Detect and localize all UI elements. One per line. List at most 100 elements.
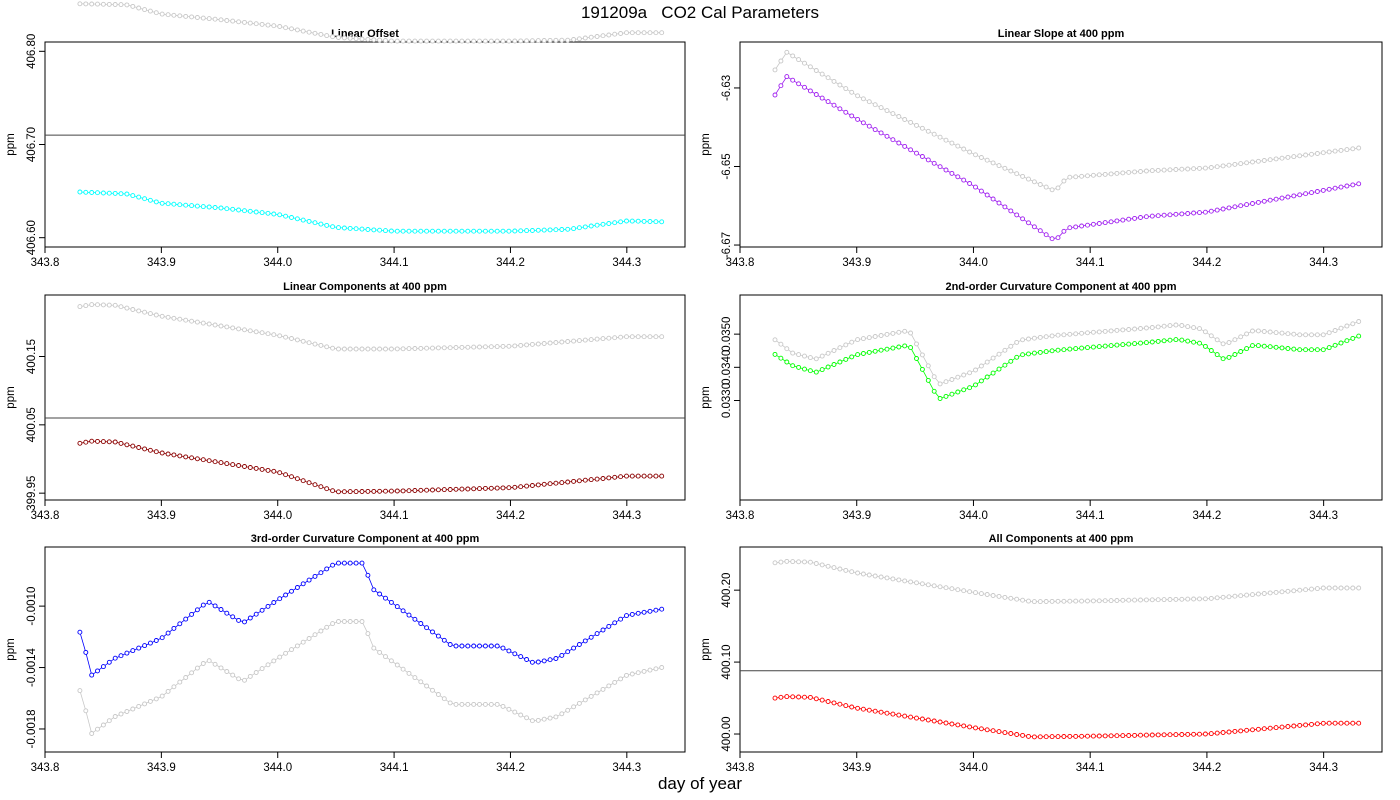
data-point <box>283 213 289 219</box>
data-point <box>253 21 259 27</box>
data-point <box>594 336 600 342</box>
x-tick-label: 344.0 <box>263 257 292 269</box>
data-point <box>559 227 565 232</box>
data-point <box>1202 329 1208 335</box>
data-point <box>353 489 359 495</box>
data-point <box>825 699 831 704</box>
data-point <box>300 217 306 223</box>
data-point <box>453 38 459 44</box>
data-point <box>1338 340 1344 346</box>
data-point <box>265 210 271 216</box>
data-point <box>925 582 931 588</box>
data-point <box>1132 341 1138 347</box>
data-point <box>247 615 253 621</box>
data-point <box>629 30 635 36</box>
data-point <box>949 391 955 397</box>
data-point <box>265 331 271 337</box>
data-point <box>1149 168 1155 174</box>
data-point <box>1079 330 1085 336</box>
data-point <box>1014 171 1020 177</box>
data-point <box>388 346 394 352</box>
data-point <box>1008 595 1014 601</box>
panel-title: Linear Offset <box>331 28 399 40</box>
data-point <box>943 393 949 399</box>
data-point <box>283 25 289 31</box>
y-axis-label: ppm <box>5 133 17 155</box>
data-point <box>171 315 177 321</box>
data-point <box>194 456 200 462</box>
data-point <box>136 5 142 11</box>
y-tick-label: -0.0014 <box>26 647 38 687</box>
data-point <box>1350 585 1356 591</box>
data-point <box>1220 163 1226 169</box>
data-point <box>453 643 459 649</box>
x-tick-label: 344.2 <box>496 257 525 269</box>
data-point <box>247 465 253 470</box>
data-point <box>242 464 247 469</box>
data-point <box>183 13 189 19</box>
y-axis-label: ppm <box>5 386 17 408</box>
data-point <box>1055 235 1061 241</box>
data-point <box>147 8 153 14</box>
data-point <box>984 157 990 163</box>
data-point <box>1090 329 1096 335</box>
data-point <box>347 560 353 566</box>
data-point <box>265 662 271 668</box>
x-tick-label: 344.2 <box>1193 762 1222 774</box>
data-point <box>902 117 908 122</box>
x-tick-label: 344.1 <box>1076 257 1105 269</box>
data-point <box>1138 340 1143 346</box>
data-point <box>1185 596 1191 602</box>
data-point <box>1191 210 1197 216</box>
data-point <box>524 657 530 662</box>
data-point <box>242 19 247 25</box>
data-point <box>1067 598 1073 604</box>
data-point <box>435 633 441 639</box>
data-point <box>571 226 577 232</box>
data-point <box>582 477 588 483</box>
data-point <box>130 706 136 712</box>
data-point <box>230 462 236 468</box>
data-point <box>547 37 553 43</box>
data-point <box>553 480 559 486</box>
data-point <box>641 334 647 340</box>
data-point <box>477 701 482 707</box>
data-point <box>978 363 984 369</box>
data-point <box>200 661 206 666</box>
data-point <box>441 696 447 702</box>
data-point <box>1031 350 1037 356</box>
data-point <box>277 596 283 602</box>
data-point <box>1114 733 1120 739</box>
data-point <box>1344 585 1350 591</box>
data-point <box>837 359 843 365</box>
data-point <box>147 311 153 317</box>
data-point <box>1067 225 1073 231</box>
data-point <box>83 649 89 655</box>
data-point <box>189 14 195 20</box>
data-point <box>482 701 488 707</box>
x-tick-label: 344.3 <box>1309 257 1338 269</box>
data-point <box>1043 349 1049 355</box>
data-point <box>1255 591 1261 597</box>
data-point <box>931 131 937 137</box>
data-point <box>153 696 159 702</box>
data-point <box>1297 347 1303 353</box>
data-point <box>772 560 778 566</box>
data-point <box>624 613 629 619</box>
data-point <box>1208 348 1214 353</box>
data-point <box>618 616 624 622</box>
data-point <box>978 188 984 194</box>
data-point <box>394 662 400 668</box>
data-point <box>984 727 990 733</box>
data-point <box>831 700 837 706</box>
data-point <box>1031 224 1037 230</box>
data-point <box>955 374 961 380</box>
data-point <box>77 688 83 694</box>
data-point <box>289 215 294 220</box>
data-point <box>884 346 890 352</box>
series-line <box>79 440 662 493</box>
data-point <box>477 228 482 234</box>
data-point <box>1191 325 1197 331</box>
data-point <box>1273 196 1279 202</box>
data-point <box>1138 732 1143 738</box>
